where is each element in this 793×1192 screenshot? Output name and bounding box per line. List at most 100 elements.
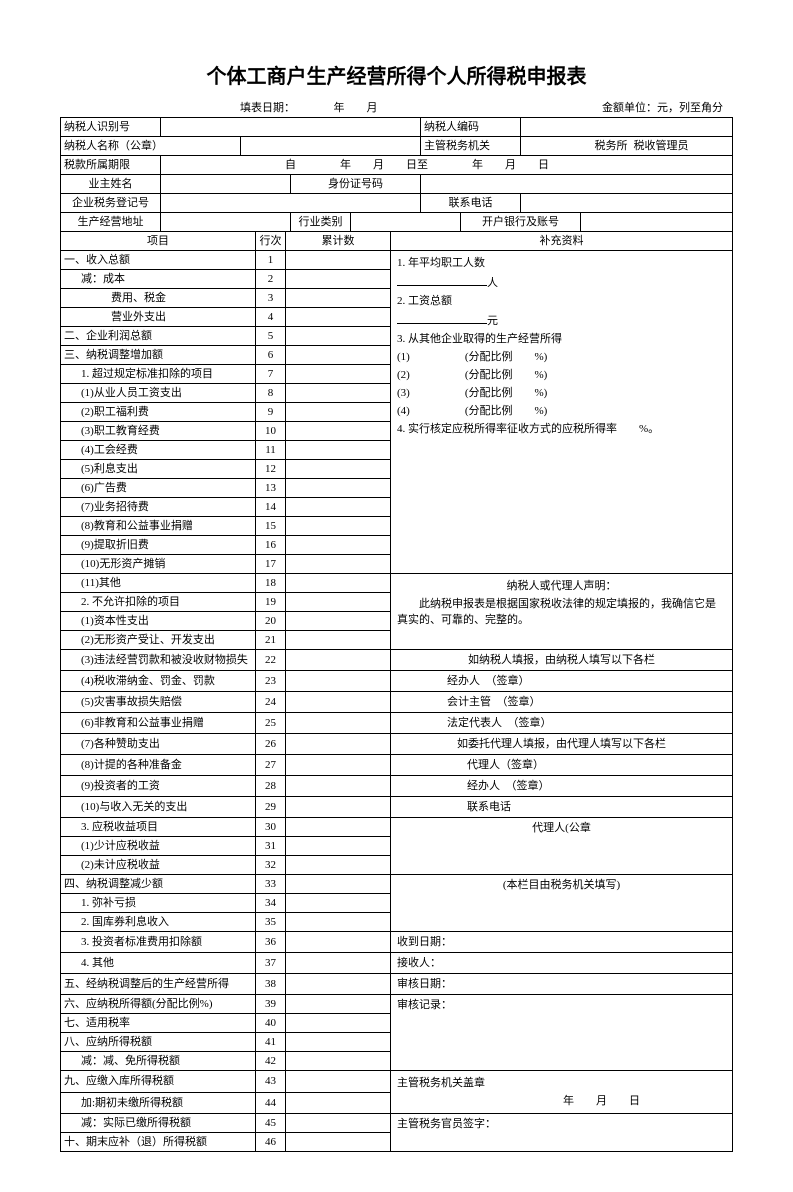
info-table: 纳税人识别号 纳税人编码 纳税人名称（公章） 主管税务机关 税务所 税收管理员 … — [60, 117, 733, 232]
item-label: 营业外支出 — [61, 308, 256, 327]
cum-value[interactable] — [286, 692, 391, 713]
item-label: (6)广告费 — [61, 479, 256, 498]
row-num: 3 — [256, 289, 286, 308]
cum-value[interactable] — [286, 365, 391, 384]
cum-value[interactable] — [286, 1014, 391, 1033]
cum-value[interactable] — [286, 536, 391, 555]
cum-value[interactable] — [286, 1033, 391, 1052]
cum-value[interactable] — [286, 384, 391, 403]
row-num: 18 — [256, 574, 286, 593]
supp-cell: 如委托代理人填报，由代理人填写以下各栏 — [391, 734, 733, 755]
row-num: 42 — [256, 1052, 286, 1071]
cum-value[interactable] — [286, 479, 391, 498]
cum-value[interactable] — [286, 797, 391, 818]
cum-value[interactable] — [286, 875, 391, 894]
cum-value[interactable] — [286, 818, 391, 837]
address-value[interactable] — [161, 213, 291, 232]
industry-label: 行业类别 — [291, 213, 351, 232]
address-label: 生产经营地址 — [61, 213, 161, 232]
cum-value[interactable] — [286, 734, 391, 755]
cum-value[interactable] — [286, 498, 391, 517]
cum-value[interactable] — [286, 612, 391, 631]
owner-label: 业主姓名 — [61, 175, 161, 194]
id-no-value[interactable] — [421, 175, 733, 194]
cum-value[interactable] — [286, 650, 391, 671]
cum-value[interactable] — [286, 631, 391, 650]
cum-value[interactable] — [286, 1133, 391, 1152]
row-num: 25 — [256, 713, 286, 734]
supp-cell: (本栏目由税务机关填写) — [391, 875, 733, 932]
cum-value[interactable] — [286, 308, 391, 327]
cum-value[interactable] — [286, 953, 391, 974]
item-label: 2. 不允许扣除的项目 — [61, 593, 256, 612]
tax-admin-label: 税收管理员 — [631, 137, 733, 156]
item-label: 加:期初未缴所得税额 — [61, 1092, 256, 1114]
row-num: 1 — [256, 251, 286, 270]
row-num: 9 — [256, 403, 286, 422]
cum-value[interactable] — [286, 1052, 391, 1071]
reg-no-label: 企业税务登记号 — [61, 194, 161, 213]
cum-value[interactable] — [286, 856, 391, 875]
item-label: (6)非教育和公益事业捐赠 — [61, 713, 256, 734]
row-num: 29 — [256, 797, 286, 818]
cum-value[interactable] — [286, 441, 391, 460]
period-value[interactable]: 自 年 月 日至 年 月 日 — [161, 156, 733, 175]
cum-value[interactable] — [286, 251, 391, 270]
cum-value[interactable] — [286, 1092, 391, 1114]
industry-value[interactable] — [351, 213, 461, 232]
phone-value[interactable] — [521, 194, 733, 213]
col-item: 项目 — [61, 232, 256, 251]
cum-value[interactable] — [286, 776, 391, 797]
row-num: 24 — [256, 692, 286, 713]
cum-value[interactable] — [286, 995, 391, 1014]
page-title: 个体工商户生产经营所得个人所得税申报表 — [60, 60, 733, 89]
cum-value[interactable] — [286, 403, 391, 422]
row-num: 22 — [256, 650, 286, 671]
cum-value[interactable] — [286, 894, 391, 913]
item-label: (3)职工教育经费 — [61, 422, 256, 441]
cum-value[interactable] — [286, 460, 391, 479]
cum-value[interactable] — [286, 671, 391, 692]
row-num: 8 — [256, 384, 286, 403]
cum-value[interactable] — [286, 289, 391, 308]
supp-cell: 经办人 （签章） — [391, 671, 733, 692]
taxpayer-id-value[interactable] — [161, 118, 421, 137]
reg-no-value[interactable] — [161, 194, 421, 213]
row-num: 11 — [256, 441, 286, 460]
row-num: 15 — [256, 517, 286, 536]
cum-value[interactable] — [286, 593, 391, 612]
cum-value[interactable] — [286, 270, 391, 289]
cum-value[interactable] — [286, 574, 391, 593]
cum-value[interactable] — [286, 1114, 391, 1133]
item-label: 六、应纳税所得额(分配比例%) — [61, 995, 256, 1014]
cum-value[interactable] — [286, 713, 391, 734]
cum-value[interactable] — [286, 837, 391, 856]
supp-cell: 联系电话 — [391, 797, 733, 818]
row-num: 31 — [256, 837, 286, 856]
cum-value[interactable] — [286, 555, 391, 574]
taxpayer-code-value[interactable] — [521, 118, 733, 137]
cum-value[interactable] — [286, 755, 391, 776]
item-label: 一、收入总额 — [61, 251, 256, 270]
row-num: 39 — [256, 995, 286, 1014]
cum-value[interactable] — [286, 932, 391, 953]
col-cum: 累计数 — [286, 232, 391, 251]
row-num: 5 — [256, 327, 286, 346]
cum-value[interactable] — [286, 1071, 391, 1093]
bank-value[interactable] — [581, 213, 733, 232]
owner-value[interactable] — [161, 175, 291, 194]
cum-value[interactable] — [286, 346, 391, 365]
row-num: 14 — [256, 498, 286, 517]
item-label: 减：成本 — [61, 270, 256, 289]
cum-value[interactable] — [286, 974, 391, 995]
item-label: 2. 国库券利息收入 — [61, 913, 256, 932]
cum-value[interactable] — [286, 327, 391, 346]
item-label: (1)少计应税收益 — [61, 837, 256, 856]
supp-cell: 代理人(公章 — [391, 818, 733, 875]
cum-value[interactable] — [286, 913, 391, 932]
supp-cell: 接收人： — [391, 953, 733, 974]
cum-value[interactable] — [286, 517, 391, 536]
cum-value[interactable] — [286, 422, 391, 441]
supp-cell: 1. 年平均职工人数 人 2. 工资总额 元 3. 从其他企业取得的生产经营所得… — [391, 251, 733, 574]
taxpayer-name-value[interactable] — [241, 137, 421, 156]
